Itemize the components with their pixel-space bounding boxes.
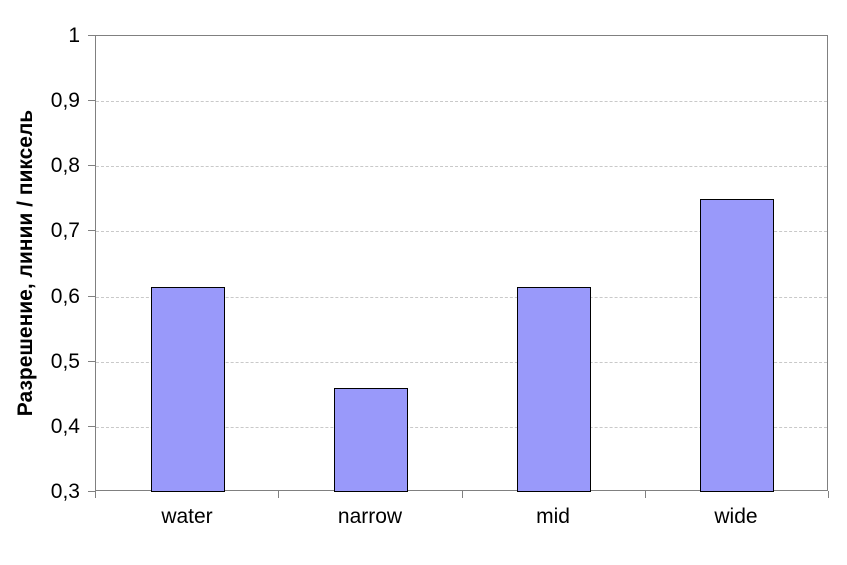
gridline [96,231,827,232]
bar-narrow [334,388,408,492]
y-axis-tick [88,426,95,427]
y-tick-label: 0,7 [50,219,80,242]
y-axis-tick [88,100,95,101]
gridline [96,297,827,298]
bar-wide [700,199,774,492]
gridline [96,166,827,167]
y-tick-label: 0,6 [50,285,80,308]
y-tick-label: 0,5 [50,350,80,373]
y-tick-label: 0,4 [50,415,80,438]
y-axis-tick [88,491,95,492]
gridline [96,101,827,102]
y-axis-tick [88,230,95,231]
x-axis-tick [462,491,463,498]
y-axis-tick [88,296,95,297]
bar-mid [517,287,591,492]
gridline [96,362,827,363]
x-tick-label-water: water [161,505,213,528]
y-axis-tick [88,361,95,362]
x-axis-tick [828,491,829,498]
x-tick-label-narrow: narrow [337,505,403,528]
bar-water [151,287,225,492]
y-axis-tick [88,35,95,36]
x-tick-label-mid: mid [536,505,570,528]
y-tick-label: 0,8 [50,154,80,177]
plot-area [95,35,828,492]
y-tick-label: 0,9 [50,89,80,112]
y-axis-tick [88,165,95,166]
x-tick-label-wide: wide [714,505,758,528]
x-axis-tick [645,491,646,498]
x-axis-tick [95,491,96,498]
y-tick-label: 1 [68,24,80,47]
x-axis-tick [278,491,279,498]
gridline [96,427,827,428]
y-tick-label: 0,3 [50,480,80,503]
